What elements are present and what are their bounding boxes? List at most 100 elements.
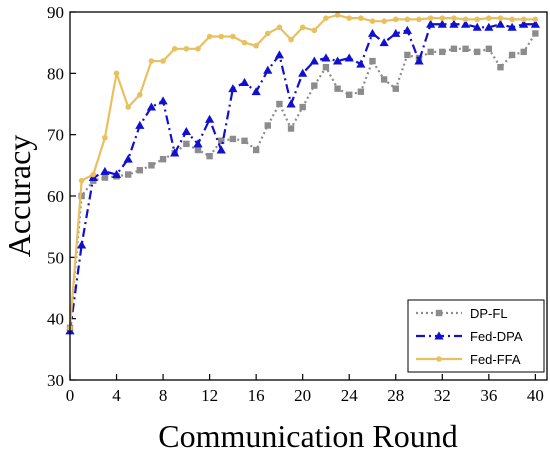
data-point xyxy=(321,53,331,62)
data-point xyxy=(519,19,529,28)
data-point xyxy=(228,84,238,93)
data-point xyxy=(193,139,203,148)
x-tick-label: 24 xyxy=(341,386,359,405)
series-line xyxy=(68,23,536,332)
data-point xyxy=(264,122,271,129)
legend: DP-FL Fed-DPA Fed-FFA xyxy=(407,299,545,373)
data-point xyxy=(391,28,401,37)
data-point xyxy=(414,56,424,65)
data-point xyxy=(171,46,178,52)
data-point xyxy=(263,65,273,74)
data-point xyxy=(485,45,493,52)
data-point xyxy=(113,70,120,77)
data-point xyxy=(426,19,436,28)
data-point xyxy=(101,174,109,181)
data-point xyxy=(205,114,215,123)
data-point xyxy=(309,56,319,65)
data-point xyxy=(78,177,85,184)
data-point xyxy=(346,91,353,98)
series-fed-ffa xyxy=(67,12,539,331)
data-point xyxy=(497,15,504,21)
data-point xyxy=(124,171,132,178)
x-tick-label: 32 xyxy=(434,386,451,405)
data-point xyxy=(239,77,250,86)
data-point xyxy=(532,16,539,23)
series-line xyxy=(68,32,537,328)
legend-swatch-marker xyxy=(435,309,443,317)
data-point xyxy=(230,33,236,40)
legend-label: Fed-FFA xyxy=(470,352,521,367)
y-tick-label: 80 xyxy=(47,64,64,83)
data-point xyxy=(181,127,191,136)
data-point xyxy=(194,146,202,154)
data-point xyxy=(367,28,378,37)
legend-label: DP-FL xyxy=(470,306,508,321)
y-tick-label: 90 xyxy=(47,3,64,22)
data-point xyxy=(334,12,341,18)
data-point xyxy=(484,22,494,31)
data-point xyxy=(462,45,469,52)
data-point xyxy=(102,134,108,141)
data-point xyxy=(299,103,306,111)
data-point xyxy=(252,146,260,154)
data-point xyxy=(427,15,434,21)
data-point xyxy=(206,152,213,160)
data-point xyxy=(520,48,527,56)
data-point xyxy=(241,137,248,144)
data-point xyxy=(218,33,225,40)
data-point xyxy=(509,16,515,23)
data-point xyxy=(404,16,411,23)
data-point xyxy=(136,167,144,174)
data-point xyxy=(253,42,259,49)
x-tick-label: 8 xyxy=(159,386,168,405)
data-point xyxy=(369,57,376,65)
data-point xyxy=(148,162,155,169)
data-point xyxy=(472,22,482,31)
series-fed-dpa xyxy=(65,19,540,335)
data-point xyxy=(274,50,285,59)
data-point xyxy=(462,16,469,23)
data-point xyxy=(507,22,517,31)
legend-swatch-marker xyxy=(436,356,442,362)
data-point xyxy=(286,99,296,108)
data-point xyxy=(402,25,412,34)
data-point xyxy=(229,135,237,143)
x-tick-label: 12 xyxy=(201,386,218,405)
data-point xyxy=(486,15,492,21)
y-tick-label: 30 xyxy=(47,371,64,390)
data-point xyxy=(439,15,446,21)
data-point xyxy=(460,19,471,28)
x-tick-label: 36 xyxy=(480,386,497,405)
data-point xyxy=(299,24,306,31)
data-point xyxy=(416,16,422,23)
x-tick-label: 0 xyxy=(66,386,75,405)
data-point xyxy=(369,18,376,25)
data-point xyxy=(344,53,354,62)
data-point xyxy=(381,18,387,25)
data-point xyxy=(508,51,516,59)
legend-label: Fed-DPA xyxy=(470,329,523,344)
data-point xyxy=(159,156,167,163)
data-point xyxy=(111,169,122,178)
data-point xyxy=(439,48,446,56)
data-point xyxy=(264,30,271,37)
data-point xyxy=(332,56,343,65)
data-point xyxy=(298,68,308,77)
x-tick-label: 16 xyxy=(248,386,265,405)
y-tick-label: 60 xyxy=(47,187,64,206)
data-point xyxy=(379,38,389,47)
data-point xyxy=(495,19,506,28)
data-point xyxy=(323,15,329,21)
data-point xyxy=(392,85,399,92)
series-layer xyxy=(65,12,540,335)
x-axis-title: Communication Round xyxy=(158,418,458,454)
data-point xyxy=(148,58,155,64)
legend-swatch-marker xyxy=(434,331,444,340)
y-tick-label: 50 xyxy=(47,248,64,267)
data-point xyxy=(135,120,145,129)
data-point xyxy=(125,104,131,110)
data-point xyxy=(77,240,87,249)
data-point xyxy=(137,92,143,98)
data-point xyxy=(218,137,225,144)
